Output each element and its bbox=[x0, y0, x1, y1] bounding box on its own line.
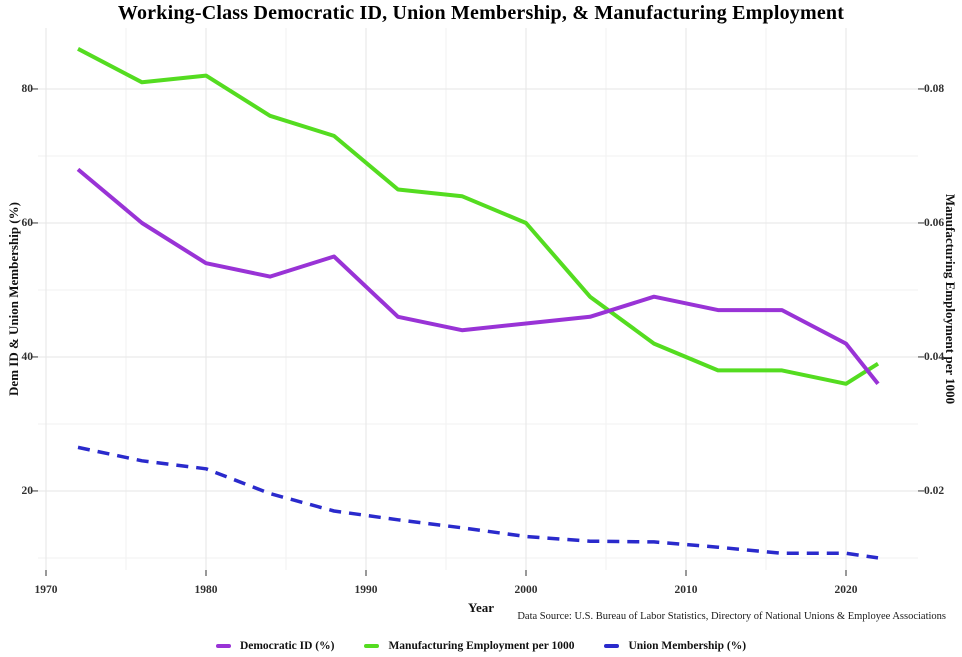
legend-item-manufacturing: Manufacturing Employment per 1000 bbox=[364, 640, 574, 652]
manufacturing-line-swatch bbox=[364, 644, 380, 648]
legend: Democratic ID (%) Manufacturing Employme… bbox=[0, 640, 962, 652]
x-axis-tick-label: 1990 bbox=[354, 584, 378, 596]
left-axis-tick-label: 20 bbox=[21, 484, 34, 497]
plot-area bbox=[32, 28, 924, 576]
right-axis-tick-label: 0.08 bbox=[924, 82, 945, 95]
series-line-2 bbox=[77, 445, 879, 560]
legend-label: Union Membership (%) bbox=[628, 640, 747, 652]
series-line-0 bbox=[76, 167, 880, 386]
right-axis-tick-label: 0.02 bbox=[924, 484, 945, 497]
series-line-1 bbox=[77, 47, 880, 386]
right-axis-tick-label: 0.04 bbox=[924, 350, 945, 363]
left-axis-tick-label: 40 bbox=[21, 350, 34, 363]
democratic-id-line-swatch bbox=[215, 644, 231, 648]
x-axis-tick-label: 2010 bbox=[674, 584, 698, 596]
legend-label: Democratic ID (%) bbox=[239, 640, 335, 652]
x-axis-tick-label: 2000 bbox=[514, 584, 538, 596]
x-axis-tick-label: 2020 bbox=[834, 584, 858, 596]
left-axis-tick-label: 80 bbox=[21, 82, 34, 95]
union-line-swatch bbox=[604, 644, 620, 648]
legend-item-democratic-id: Democratic ID (%) bbox=[215, 640, 335, 652]
left-axis-title: Dem ID & Union Membership (%) bbox=[6, 202, 21, 396]
legend-label: Manufacturing Employment per 1000 bbox=[388, 640, 575, 652]
legend-item-union: Union Membership (%) bbox=[604, 640, 746, 652]
right-axis-title: Manufacturing Employment per 1000 bbox=[943, 193, 958, 405]
x-axis-tick-label: 1970 bbox=[34, 584, 58, 596]
right-axis-tick-label: 0.06 bbox=[924, 216, 945, 229]
chart-title: Working-Class Democratic ID, Union Membe… bbox=[117, 2, 845, 24]
data-source-caption: Data Source: U.S. Bureau of Labor Statis… bbox=[517, 611, 946, 622]
left-axis-tick-label: 60 bbox=[21, 216, 34, 229]
x-axis-tick-label: 1980 bbox=[194, 584, 218, 596]
x-axis-title: Year bbox=[468, 600, 494, 615]
